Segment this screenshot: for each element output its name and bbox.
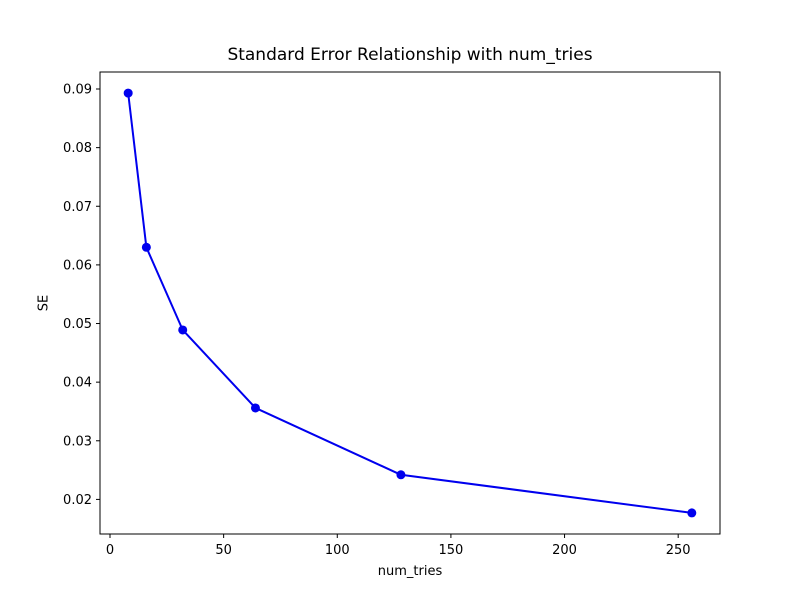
- x-tick-label: 250: [666, 543, 691, 558]
- y-tick-label: 0.07: [63, 200, 92, 215]
- x-tick-label: 150: [438, 543, 463, 558]
- x-tick-label: 0: [106, 543, 114, 558]
- y-tick-label: 0.05: [63, 317, 92, 332]
- x-axis-label: num_tries: [377, 564, 443, 579]
- data-point-marker: [687, 508, 697, 518]
- x-tick-label: 200: [552, 543, 577, 558]
- x-tick-label: 50: [215, 543, 232, 558]
- data-point-marker: [396, 470, 406, 480]
- data-point-marker: [250, 403, 260, 413]
- series-line: [127, 92, 692, 514]
- data-point-marker: [123, 88, 133, 98]
- x-tick-label: 100: [325, 543, 350, 558]
- y-axis-label: SE: [36, 294, 52, 312]
- data-point-marker: [141, 242, 151, 252]
- y-tick-label: 0.03: [63, 434, 92, 449]
- y-tick-label: 0.04: [63, 376, 92, 391]
- y-tick-label: 0.02: [63, 493, 92, 508]
- axes-spines: [99, 71, 721, 535]
- data-point-marker: [178, 325, 188, 335]
- chart-title: Standard Error Relationship with num_tri…: [227, 45, 593, 65]
- y-tick-label: 0.08: [63, 141, 92, 156]
- y-tick-label: 0.09: [63, 83, 92, 98]
- y-tick-label: 0.06: [63, 258, 92, 273]
